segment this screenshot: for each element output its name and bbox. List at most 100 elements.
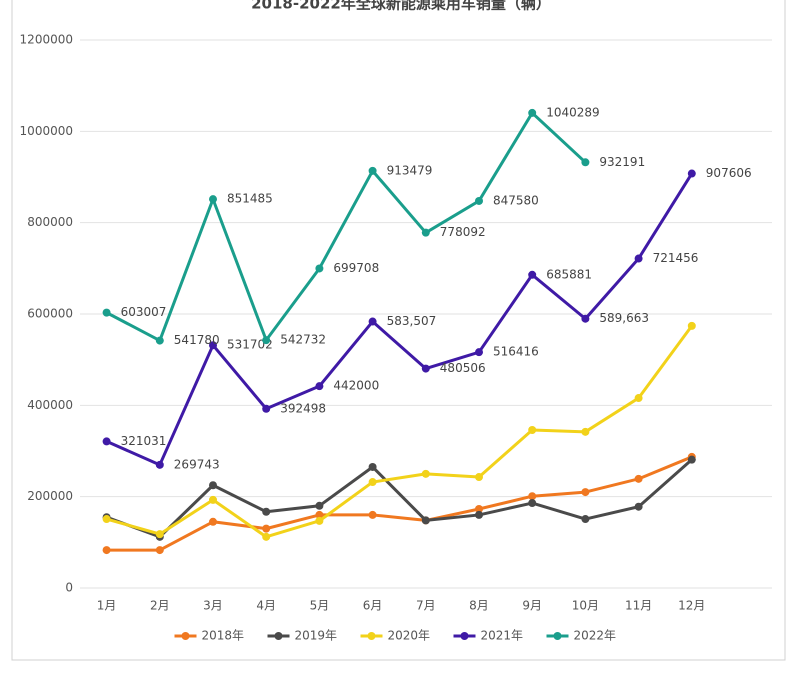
data-label: 699708	[333, 261, 379, 275]
series-line	[106, 455, 693, 552]
data-point	[368, 166, 377, 175]
data-point	[262, 532, 271, 541]
data-label: 589,663	[599, 311, 649, 325]
data-point	[155, 460, 164, 469]
data-point	[315, 501, 324, 510]
data-point	[581, 427, 590, 436]
data-label: 1040289	[546, 105, 599, 119]
data-label: 913479	[387, 163, 433, 177]
y-tick-label: 1000000	[20, 124, 73, 138]
chart-border	[11, 0, 786, 661]
legend-label: 2019年	[295, 629, 338, 643]
data-point	[368, 317, 377, 326]
data-point	[475, 196, 483, 205]
data-point	[634, 474, 643, 483]
x-tick-label: 2月	[150, 599, 170, 613]
data-label: 269743	[174, 457, 220, 471]
data-label: 778092	[440, 225, 486, 239]
data-point	[634, 502, 643, 511]
data-point	[262, 524, 271, 533]
data-point	[209, 495, 217, 504]
data-point	[581, 488, 590, 497]
data-label: 932191	[599, 155, 645, 169]
data-point	[421, 228, 430, 237]
data-label: 603007	[121, 305, 167, 319]
data-point	[155, 546, 164, 555]
data-label: 847580	[493, 193, 539, 207]
data-label: 851485	[227, 192, 273, 206]
data-label: 321031	[121, 434, 167, 448]
data-point	[315, 510, 324, 519]
legend-label: 2018年	[202, 629, 245, 643]
series-line	[106, 324, 694, 539]
data-point	[262, 336, 271, 345]
x-tick-label: 4月	[256, 599, 276, 613]
x-tick-label: 12月	[678, 599, 705, 613]
data-point	[209, 341, 217, 350]
data-point	[687, 455, 696, 464]
data-label: 516416	[493, 345, 539, 359]
data-label: 583,507	[387, 314, 437, 328]
y-tick-label: 200000	[27, 489, 73, 503]
series-line	[105, 111, 587, 343]
data-point	[421, 469, 430, 478]
data-point	[315, 264, 324, 273]
x-tick-label: 8月	[469, 599, 489, 613]
data-label: 541780	[174, 333, 220, 347]
data-point	[528, 270, 537, 279]
y-tick-label: 0	[65, 581, 73, 595]
data-point	[475, 348, 483, 357]
x-tick-label: 5月	[310, 599, 330, 613]
data-point	[581, 158, 590, 167]
chart-title: 2018-2022年全球新能源乘用车销量（辆）	[251, 0, 551, 13]
data-point	[634, 254, 643, 263]
y-tick-label: 400000	[27, 398, 73, 412]
data-label: 531702	[227, 338, 273, 352]
data-point	[528, 425, 537, 434]
data-label: 685881	[546, 267, 592, 281]
y-tick-label: 800000	[27, 215, 73, 229]
x-tick-label: 10月	[572, 599, 599, 613]
data-point	[209, 481, 217, 490]
legend-label: 2022年	[574, 629, 617, 643]
data-point	[102, 308, 111, 317]
legend-marker	[460, 632, 469, 640]
data-point	[581, 314, 590, 323]
x-tick-label: 3月	[203, 599, 223, 613]
data-point	[421, 364, 430, 373]
data-point	[315, 382, 324, 391]
data-point	[528, 108, 537, 117]
data-point	[475, 510, 483, 519]
data-point	[155, 530, 164, 539]
data-point	[368, 478, 377, 487]
data-point	[528, 499, 537, 508]
legend-label: 2021年	[481, 629, 524, 643]
series-line	[105, 172, 694, 467]
data-point	[209, 195, 217, 204]
x-tick-label: 7月	[416, 599, 436, 613]
data-point	[262, 507, 271, 516]
data-label: 542732	[280, 333, 326, 347]
data-point	[102, 437, 111, 446]
x-tick-label: 9月	[522, 599, 542, 613]
y-tick-label: 1200000	[20, 33, 73, 47]
data-point	[581, 515, 590, 524]
data-point	[528, 492, 537, 501]
legend-marker	[367, 632, 376, 640]
data-point	[687, 169, 696, 178]
x-tick-label: 11月	[625, 599, 652, 613]
data-label: 721456	[653, 251, 699, 265]
x-tick-label: 6月	[363, 599, 383, 613]
data-label: 442000	[333, 379, 379, 393]
y-tick-label: 600000	[27, 307, 73, 321]
data-label: 480506	[440, 361, 486, 375]
data-point	[209, 517, 217, 526]
data-point	[102, 515, 111, 524]
data-point	[368, 462, 377, 471]
series-line	[106, 458, 693, 539]
data-point	[475, 473, 483, 482]
legend-marker	[181, 632, 190, 640]
data-point	[102, 546, 111, 555]
data-point	[262, 404, 271, 413]
